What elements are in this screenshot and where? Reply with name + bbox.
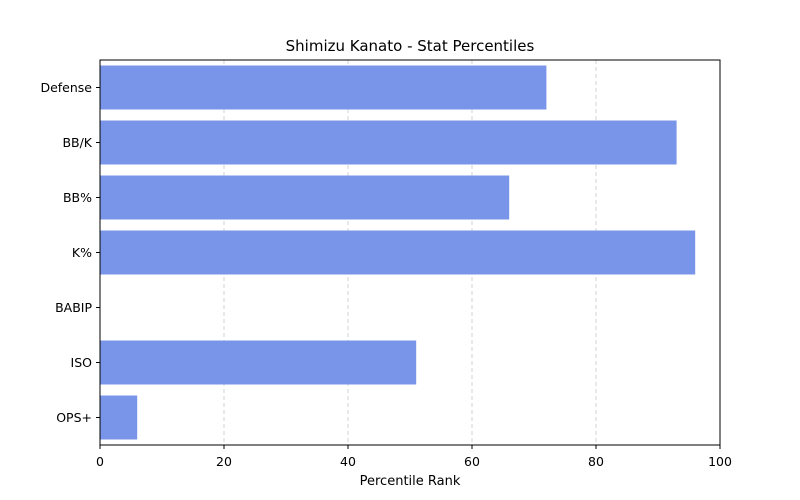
x-tick-label: 0: [96, 454, 104, 469]
bar-iso: [100, 340, 417, 385]
bar-defense: [100, 65, 547, 110]
bar-k-: [100, 230, 696, 275]
y-tick-label: K%: [72, 245, 92, 260]
x-tick-label: 80: [588, 454, 604, 469]
x-tick-label: 100: [708, 454, 732, 469]
bar-ops-: [100, 395, 138, 440]
bar-bb-: [100, 175, 510, 220]
x-tick-label: 40: [340, 454, 356, 469]
y-axis-ticks: Defense BB/K BB% K% BABIP ISO OPS+: [40, 80, 100, 425]
x-tick-label: 60: [464, 454, 480, 469]
x-axis-ticks: 0 20 40 60 80 100: [96, 445, 732, 469]
y-tick-label: ISO: [71, 355, 93, 370]
y-tick-label: OPS+: [56, 410, 92, 425]
y-tick-label: BB/K: [62, 135, 92, 150]
x-tick-label: 20: [216, 454, 232, 469]
y-tick-label: Defense: [40, 80, 92, 95]
y-tick-label: BABIP: [55, 300, 92, 315]
bar-bb-k: [100, 120, 677, 165]
x-axis-label: Percentile Rank: [360, 474, 461, 489]
y-tick-label: BB%: [63, 190, 92, 205]
chart-title: Shimizu Kanato - Stat Percentiles: [286, 37, 535, 55]
bars-group: [100, 65, 696, 440]
